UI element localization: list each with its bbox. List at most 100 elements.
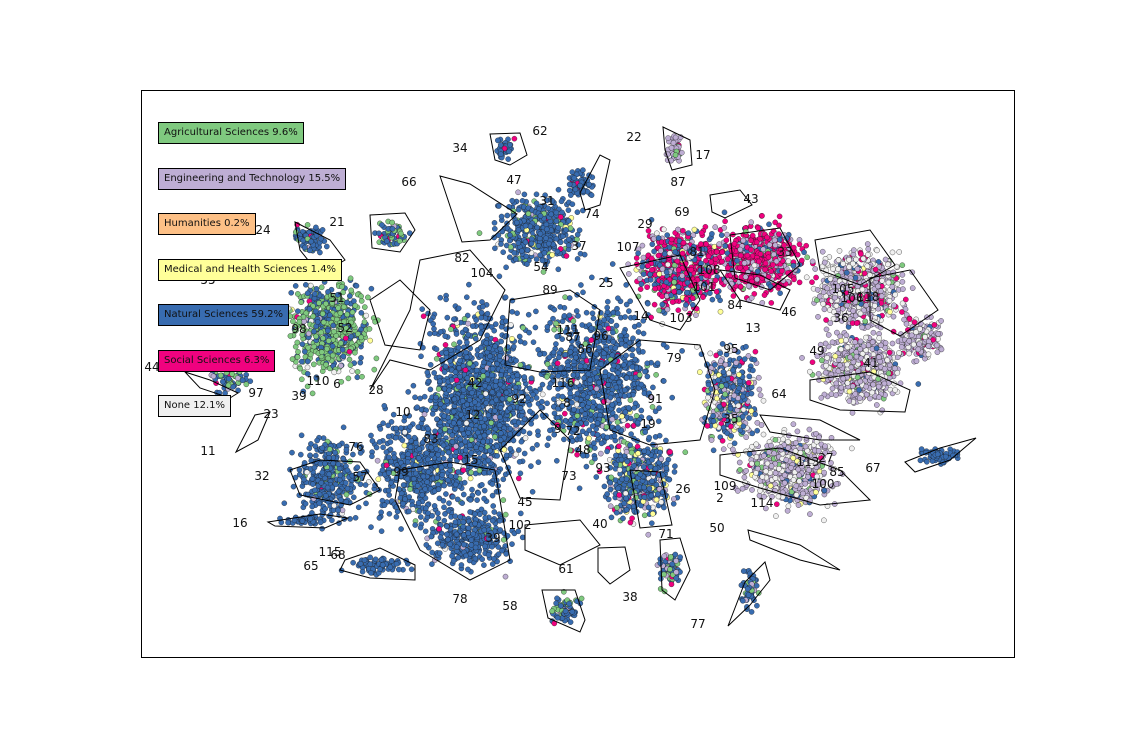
data-point xyxy=(612,437,619,444)
data-point xyxy=(609,374,616,381)
data-point xyxy=(298,432,305,439)
data-point xyxy=(461,479,468,486)
data-point xyxy=(476,467,483,474)
data-point xyxy=(434,416,440,422)
data-point xyxy=(589,274,595,281)
data-point xyxy=(405,459,411,465)
data-point xyxy=(596,403,603,410)
data-point xyxy=(590,404,596,410)
data-point xyxy=(310,481,316,487)
data-point xyxy=(318,480,325,486)
data-point xyxy=(656,307,662,314)
data-point xyxy=(492,383,499,389)
data-point xyxy=(680,227,686,234)
data-point xyxy=(438,464,445,471)
data-point xyxy=(663,279,670,285)
data-point xyxy=(437,401,444,407)
data-point xyxy=(515,240,522,246)
data-point xyxy=(344,485,351,492)
data-point xyxy=(498,213,505,220)
data-point xyxy=(347,275,354,282)
data-point xyxy=(479,299,485,305)
data-point xyxy=(705,253,712,260)
data-point xyxy=(528,416,535,423)
data-point xyxy=(344,311,350,318)
data-point xyxy=(448,377,455,383)
data-point xyxy=(433,356,440,362)
data-point xyxy=(660,341,667,348)
data-point xyxy=(507,232,513,238)
data-point xyxy=(609,352,616,358)
data-point xyxy=(543,221,550,228)
data-point xyxy=(324,484,331,491)
data-point xyxy=(336,442,342,449)
data-point xyxy=(520,324,526,331)
data-point xyxy=(439,472,445,478)
data-point xyxy=(326,455,332,461)
data-point xyxy=(768,300,775,306)
data-point xyxy=(721,209,728,216)
data-point xyxy=(659,266,666,272)
data-point xyxy=(655,252,662,259)
data-point xyxy=(464,294,470,300)
data-point xyxy=(420,473,427,480)
data-point xyxy=(325,338,332,344)
data-point xyxy=(491,220,498,226)
data-point xyxy=(672,249,678,255)
data-point xyxy=(346,356,353,363)
data-point xyxy=(314,437,320,444)
data-point xyxy=(665,261,671,268)
data-point xyxy=(642,368,648,375)
data-point xyxy=(481,487,488,494)
data-point xyxy=(533,191,540,198)
data-point xyxy=(484,310,491,317)
data-point xyxy=(546,354,553,361)
data-point xyxy=(466,360,473,367)
data-point xyxy=(578,282,584,288)
data-point xyxy=(544,226,550,233)
data-point xyxy=(475,490,482,496)
data-point xyxy=(608,318,615,324)
data-point xyxy=(467,497,474,503)
data-point xyxy=(496,391,502,398)
data-point xyxy=(557,239,564,246)
data-point xyxy=(648,277,654,283)
data-point xyxy=(344,299,350,306)
data-point xyxy=(507,405,513,412)
data-point xyxy=(627,298,633,304)
data-point xyxy=(622,387,628,393)
data-point xyxy=(295,291,301,297)
data-point xyxy=(598,361,604,367)
data-point xyxy=(675,226,681,233)
data-point xyxy=(311,487,318,493)
data-point xyxy=(387,439,394,445)
data-point xyxy=(516,459,523,465)
data-point xyxy=(514,372,521,378)
data-point xyxy=(524,261,530,267)
data-point xyxy=(338,340,344,346)
data-point xyxy=(313,286,320,292)
data-point xyxy=(651,248,657,255)
data-point xyxy=(339,346,346,353)
data-point xyxy=(498,430,504,436)
data-point xyxy=(339,283,345,290)
data-point xyxy=(353,283,360,289)
data-point xyxy=(456,339,463,346)
data-point xyxy=(481,495,487,502)
data-point xyxy=(305,358,311,365)
data-point xyxy=(319,525,325,532)
data-point xyxy=(402,496,408,502)
data-point xyxy=(295,308,301,314)
data-point xyxy=(358,334,364,341)
data-point xyxy=(453,377,460,383)
data-point xyxy=(666,250,673,256)
data-point xyxy=(537,230,544,237)
data-point xyxy=(664,232,670,238)
data-point xyxy=(663,269,670,276)
data-point xyxy=(550,315,556,322)
data-point xyxy=(555,225,561,231)
data-point xyxy=(325,355,331,362)
data-point xyxy=(573,308,580,314)
data-point xyxy=(358,310,365,316)
data-point xyxy=(322,460,328,467)
